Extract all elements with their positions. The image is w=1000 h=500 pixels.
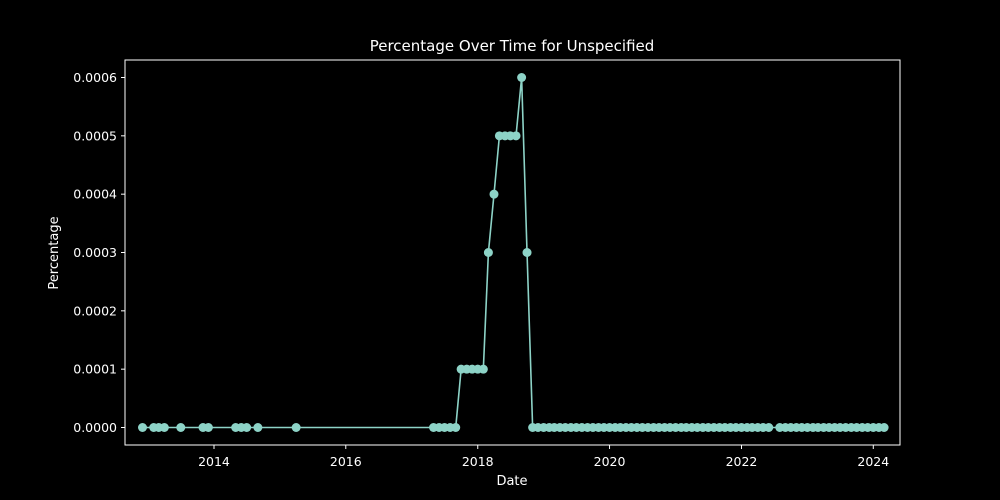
data-point: [176, 423, 186, 432]
y-axis-label: Percentage: [47, 216, 62, 289]
data-point: [879, 423, 889, 432]
x-tick-label: 2014: [198, 454, 230, 469]
y-tick-label: 0.0000: [73, 420, 117, 435]
x-tick-label: 2022: [726, 454, 758, 469]
data-point: [159, 423, 169, 432]
data-point: [517, 73, 527, 82]
y-tick-label: 0.0001: [73, 362, 117, 377]
y-tick-label: 0.0006: [73, 70, 117, 85]
series-layer: [138, 73, 889, 432]
axis-ticks: 2014 2016 2018 2020 2022 2024 0.0000 0.0001 0.00…: [73, 70, 889, 469]
plot-area-frame: [124, 59, 901, 446]
x-tick-label: 2020: [594, 454, 626, 469]
chart-title: Percentage Over Time for Unspecified: [370, 37, 655, 55]
data-point: [242, 423, 252, 432]
x-tick-label: 2016: [330, 454, 362, 469]
data-point: [764, 423, 774, 432]
data-point: [253, 423, 263, 432]
x-tick-label: 2024: [857, 454, 889, 469]
y-tick-label: 0.0004: [73, 187, 117, 202]
y-tick-label: 0.0003: [73, 245, 117, 260]
data-point: [483, 248, 493, 257]
x-tick-label: 2018: [462, 454, 494, 469]
data-point: [511, 131, 521, 141]
y-tick-label: 0.0002: [73, 303, 117, 318]
data-point: [451, 423, 461, 432]
data-point: [203, 423, 213, 432]
data-point: [489, 189, 499, 199]
x-axis-label: Date: [496, 474, 527, 489]
y-tick-label: 0.0005: [73, 128, 117, 143]
data-point: [291, 423, 301, 432]
data-point: [522, 248, 532, 257]
data-point: [478, 364, 488, 374]
data-point: [138, 423, 148, 432]
series-line: [142, 76, 885, 429]
